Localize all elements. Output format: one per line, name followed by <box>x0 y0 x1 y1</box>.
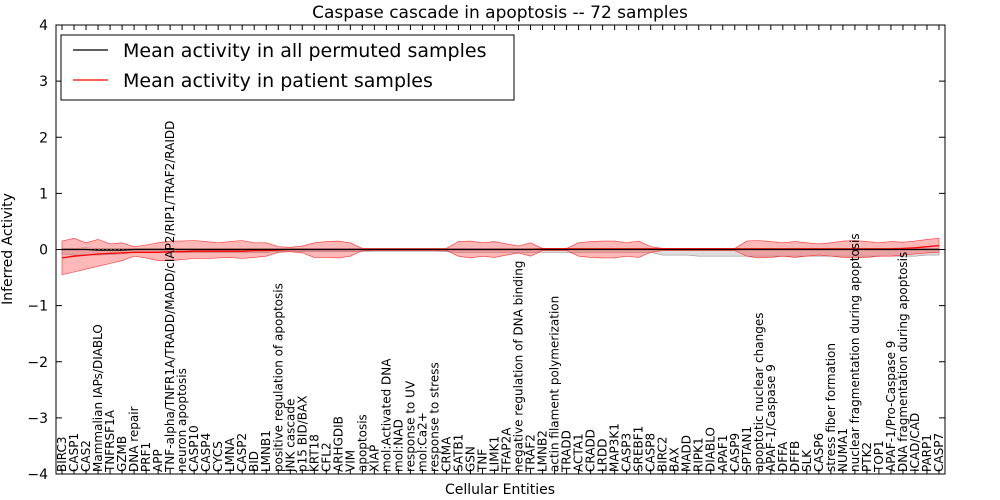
y-tick-label: 4 <box>39 18 48 34</box>
x-category-label: p15 BID/BAX <box>295 396 309 472</box>
y-tick-label: −3 <box>27 411 48 427</box>
x-category-label: CASP2 <box>235 433 249 472</box>
x-category-label: CASP9 <box>728 433 742 472</box>
x-category-label: response to UV <box>403 380 417 472</box>
x-category-label: mol:Activated DNA <box>379 358 393 472</box>
x-category-label: PTK2 <box>860 442 874 472</box>
band-layer <box>61 237 940 276</box>
x-category-label: PRF1 <box>139 442 153 472</box>
x-category-label: SREBF1 <box>632 426 646 472</box>
y-tick-label: 2 <box>39 130 48 146</box>
x-category-label: response to stress <box>427 362 441 472</box>
x-category-label: RIPK1 <box>692 437 706 472</box>
x-category-label: BAX <box>668 447 682 472</box>
legend-label-patient: Mean activity in patient samples <box>123 70 433 92</box>
y-tick-label: −4 <box>27 467 48 483</box>
x-category-label: MADD <box>680 435 694 472</box>
y-tick-label: 3 <box>39 74 48 90</box>
x-category-label: CASP4 <box>199 433 213 472</box>
x-category-label: LIMK1 <box>488 436 502 472</box>
x-category-label: BID <box>247 451 261 472</box>
x-category-label: PARP1 <box>920 434 934 472</box>
x-category-label: APAF1 <box>716 435 730 472</box>
x-category-label: mol:NAD <box>391 419 405 472</box>
x-category-label: CASP10 <box>187 425 201 472</box>
x-category-label: CASP7 <box>932 433 946 472</box>
x-category-label: SPTAN1 <box>740 426 754 472</box>
x-category-label: negative regulation of DNA binding <box>512 261 526 472</box>
x-category-label: TRAF2 <box>524 434 538 473</box>
x-category-label: ARHGDIB <box>331 416 345 472</box>
y-tick-label: −2 <box>27 355 48 371</box>
x-category-label: TNF <box>476 449 490 473</box>
x-category-label: DIABLO <box>704 427 718 472</box>
x-category-label: apoptotic nuclear changes <box>752 313 766 472</box>
x-category-label: CASP3 <box>620 433 634 472</box>
x-category-label: TNF-alpha/TNFR1A/TRADD/MADD/cIAP2/RIP1/T… <box>163 121 177 473</box>
x-category-label: LMNB1 <box>259 430 273 472</box>
x-category-label: APP <box>151 449 165 472</box>
x-category-label: TNFRSF1A <box>103 409 117 473</box>
x-category-label: CRMA <box>439 436 453 472</box>
x-category-label: LRDD <box>596 438 610 472</box>
x-category-label: TOP1 <box>872 440 886 473</box>
x-category-label: NUMA1 <box>836 428 850 472</box>
x-category-label: CRADD <box>584 429 598 472</box>
x-category-label: DNA fragmentation during apoptosis <box>896 252 910 472</box>
x-category-label: neuron apoptosis <box>175 368 189 472</box>
x-category-label: DFFA <box>776 441 790 472</box>
x-category-label: stress fiber formation <box>824 343 838 472</box>
x-category-label: APAF-1/Caspase 9 <box>764 364 778 472</box>
x-axis-title: Cellular Entities <box>445 482 555 498</box>
x-category-label: GSN <box>464 446 478 472</box>
chart-title: Caspase cascade in apoptosis -- 72 sampl… <box>312 3 688 23</box>
legend-label-permuted: Mean activity in all permuted samples <box>123 40 486 62</box>
x-category-label: BIRC3 <box>55 436 69 472</box>
x-category-label: CAS2 <box>79 440 93 472</box>
legend: Mean activity in all permuted samples Me… <box>60 34 515 101</box>
x-category-label: KRT18 <box>307 434 321 472</box>
y-tick-label: −1 <box>27 299 48 315</box>
x-category-label: DNA repair <box>127 406 141 472</box>
y-tick-label: 0 <box>39 243 48 259</box>
legend-frame <box>60 34 515 101</box>
y-axis: −4 −3 −2 −1 0 1 2 3 4 <box>27 18 945 483</box>
x-category-label: CYCS <box>211 441 225 472</box>
y-tick-label: 1 <box>39 186 48 202</box>
x-category-label: LMNB2 <box>536 430 550 472</box>
x-category-label: JNK cascade <box>283 399 297 473</box>
x-category-label: CASP1 <box>67 433 81 472</box>
x-category-label: DFFB <box>788 441 802 472</box>
x-category-label: CASP8 <box>644 433 658 472</box>
x-category-label: XIAP <box>367 445 381 472</box>
x-category-label: BIRC2 <box>656 436 670 472</box>
x-category-label: ICAD/CAD <box>908 413 922 472</box>
x-category-label: Mammalian IAPs/DIABLO <box>91 324 105 472</box>
x-category-label: TFAP2A <box>500 427 514 473</box>
x-category-label: positive regulation of apoptosis <box>271 283 285 472</box>
x-category-label: LMNA <box>223 437 237 472</box>
x-category-label: SLK <box>800 449 814 472</box>
y-axis-title: Inferred Activity <box>0 193 16 305</box>
x-category-label: actin filament polymerization <box>548 296 562 472</box>
x-category-label: APAF-1/Pro-Caspase 9 <box>884 341 898 472</box>
x-category-label: nuclear fragmentation during apoptosis <box>848 233 862 472</box>
x-category-label: TRADD <box>560 430 574 473</box>
x-category-label: mol:Ca2+ <box>415 412 429 472</box>
band-patient <box>61 237 940 276</box>
x-category-label: CFL2 <box>319 442 333 472</box>
x-category-label: CASP6 <box>812 433 826 472</box>
x-category-label: MAP3K1 <box>608 423 622 472</box>
x-category-label: ACTA1 <box>572 433 586 472</box>
x-category-label: VIM <box>343 450 357 472</box>
x-category-label: SATB1 <box>452 434 466 472</box>
x-category-label: GZMB <box>115 436 129 472</box>
x-category-label: apoptosis <box>355 414 369 472</box>
